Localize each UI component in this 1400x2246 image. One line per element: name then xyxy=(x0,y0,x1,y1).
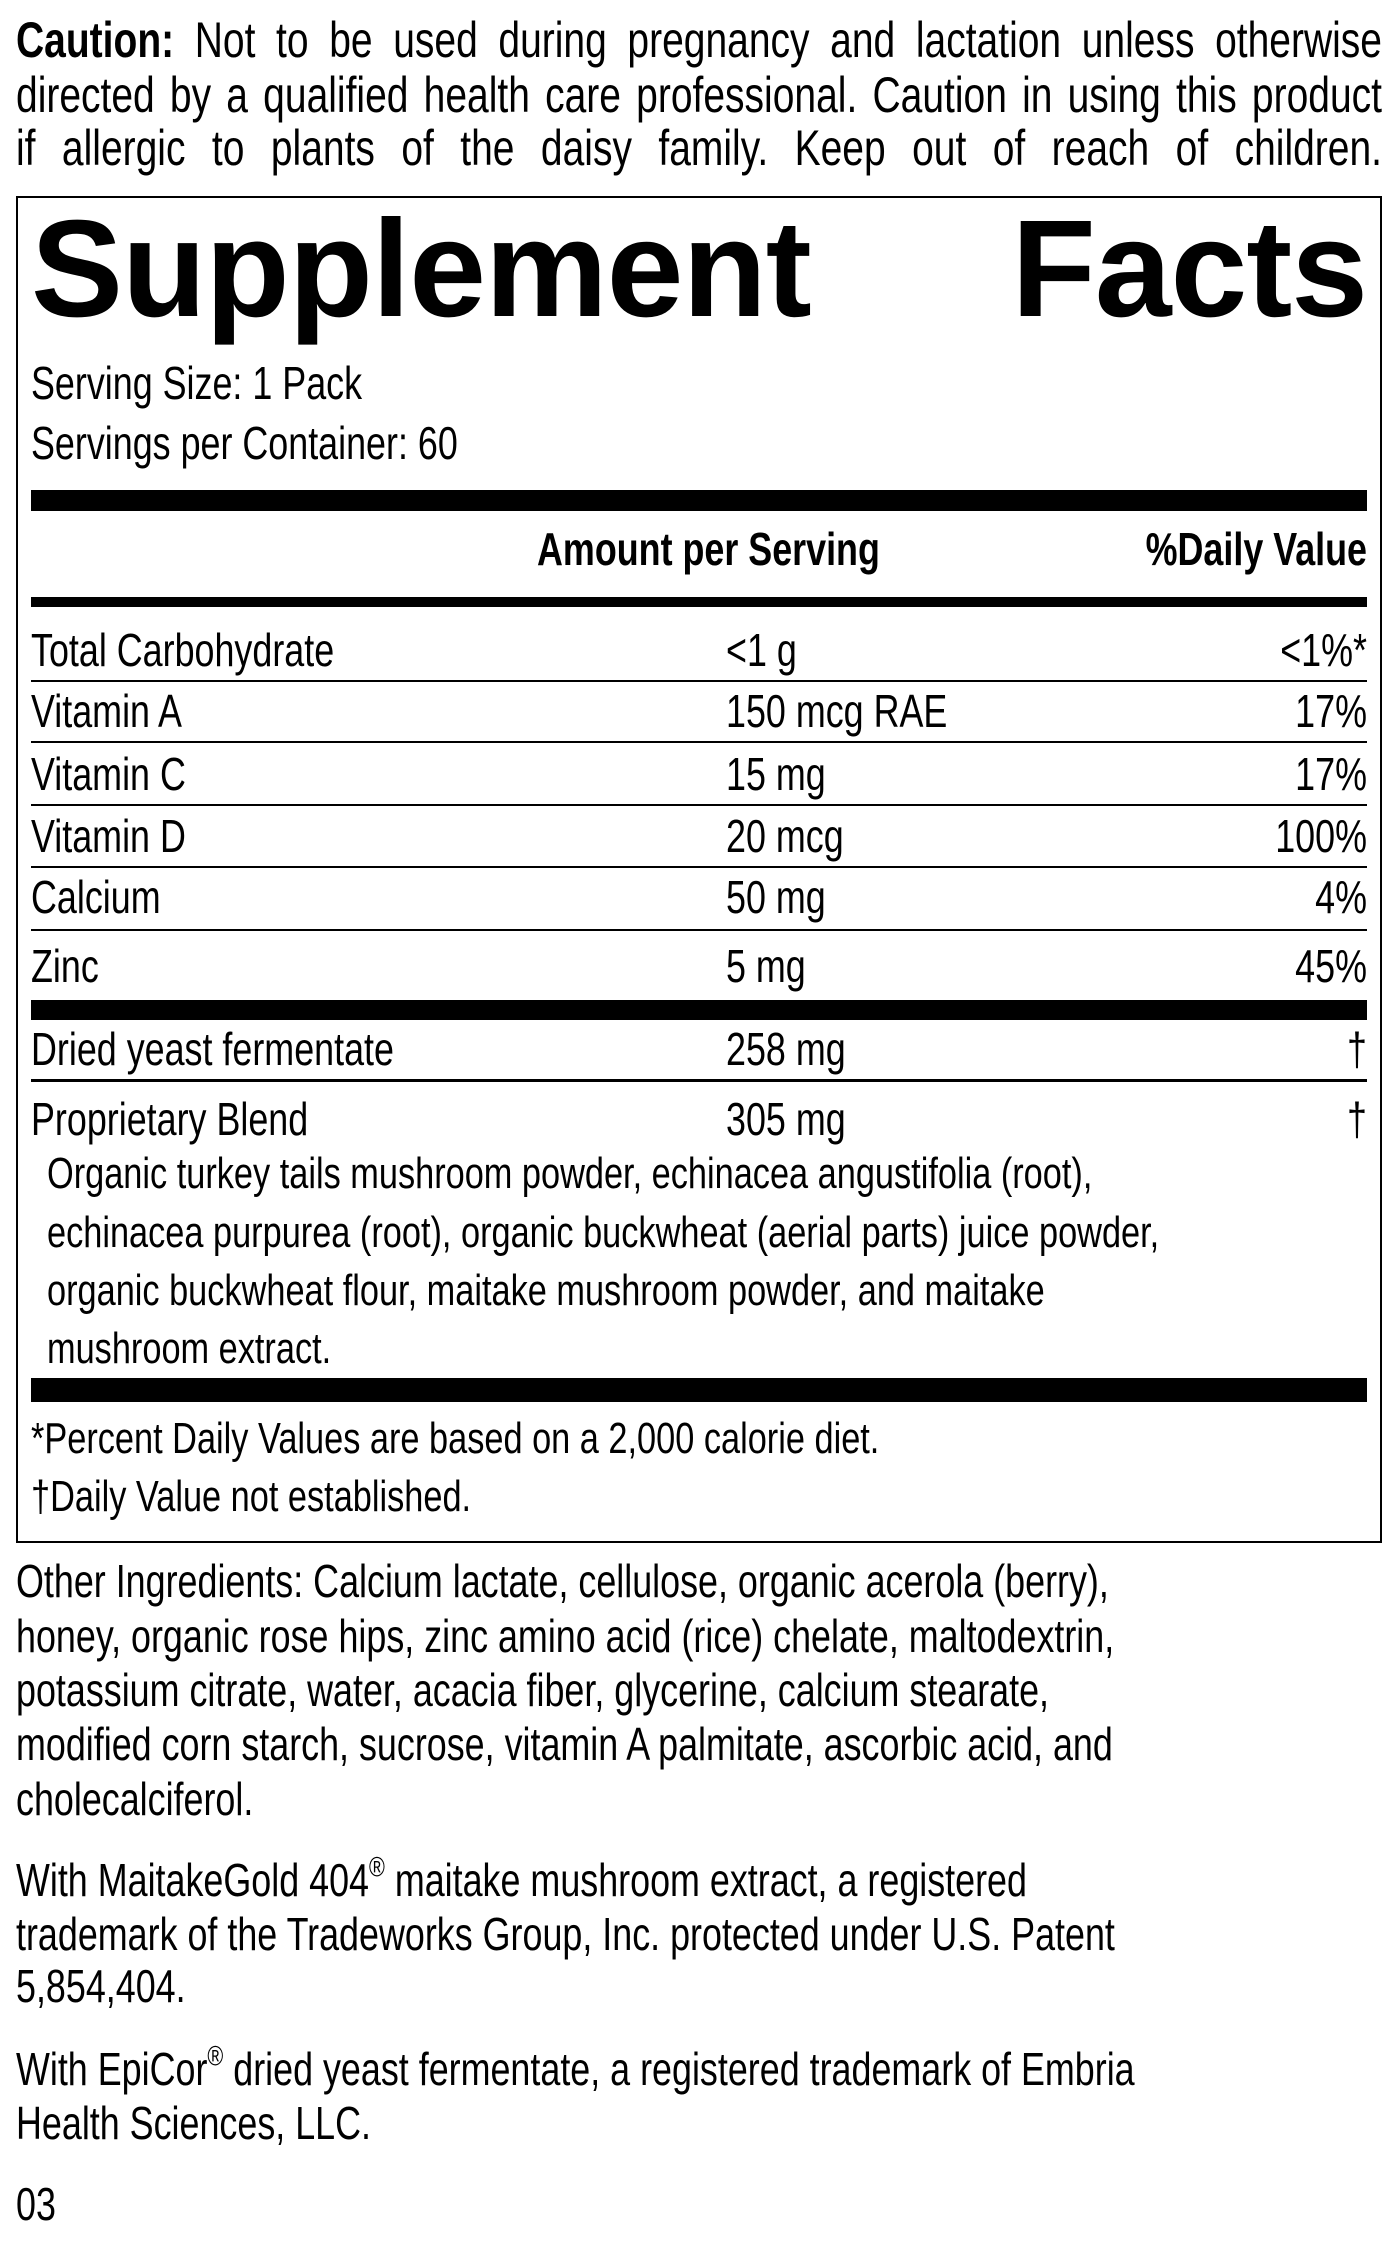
registered-mark: ® xyxy=(207,2040,224,2072)
title-right: Facts xyxy=(1011,192,1368,346)
maitake-trademark-line: With MaitakeGold 404® maitake mushroom e… xyxy=(16,1853,1382,1907)
registered-mark: ® xyxy=(368,1851,385,1883)
nutrient-amount: 50 mg xyxy=(726,871,826,923)
thick-divider xyxy=(31,1378,1367,1402)
nutrient-dv: 4% xyxy=(1315,871,1367,923)
thick-divider xyxy=(31,1000,1367,1020)
epicor-trademark-line: Health Sciences, LLC. xyxy=(16,2097,372,2149)
text: With MaitakeGold 404 xyxy=(16,1854,369,1906)
ingredient-name: Dried yeast fermentate xyxy=(31,1023,394,1075)
thick-divider xyxy=(31,597,1367,607)
nutrient-name: Vitamin A xyxy=(31,685,182,737)
caution-text: Not to be used during pregnancy and lact… xyxy=(174,12,1382,68)
label-code: 03 xyxy=(16,2178,56,2230)
ingredient-dv: † xyxy=(1347,1023,1367,1075)
nutrient-name: Vitamin D xyxy=(31,810,186,862)
other-ingredients-line: Other Ingredients: Calcium lactate, cell… xyxy=(16,1555,1109,1607)
nutrient-amount: 20 mcg xyxy=(726,810,844,862)
maitake-trademark-line: trademark of the Tradeworks Group, Inc. … xyxy=(16,1908,1115,1960)
nutrient-dv: 17% xyxy=(1295,748,1367,800)
caution-line: directed by a qualified health care prof… xyxy=(16,67,1382,123)
nutrient-dv: <1%* xyxy=(1280,624,1367,676)
supplement-facts-title: Supplement Facts xyxy=(31,192,1368,346)
nutrient-name: Calcium xyxy=(31,871,161,923)
blend-ingredients-line: echinacea purpurea (root), organic buckw… xyxy=(47,1208,1160,1257)
thin-divider xyxy=(31,866,1367,868)
other-ingredients-line: cholecalciferol. xyxy=(16,1773,254,1825)
nutrient-amount: 5 mg xyxy=(726,940,806,992)
other-ingredients-line: potassium citrate, water, acacia fiber, … xyxy=(16,1664,1050,1716)
nutrient-dv: 17% xyxy=(1295,685,1367,737)
serving-size: Serving Size: 1 Pack xyxy=(31,357,363,409)
supplement-facts-box xyxy=(16,196,1382,1543)
other-ingredients-line: honey, organic rose hips, zinc amino aci… xyxy=(16,1610,1115,1662)
thin-divider xyxy=(31,804,1367,806)
ingredient-amount: 258 mg xyxy=(726,1023,846,1075)
header-daily-value: %Daily Value xyxy=(1145,523,1367,575)
nutrient-amount: 150 mcg RAE xyxy=(726,685,948,737)
ingredient-amount: 305 mg xyxy=(726,1093,846,1145)
thin-divider xyxy=(31,741,1367,743)
nutrient-name: Vitamin C xyxy=(31,748,186,800)
other-ingredients-line: modified corn starch, sucrose, vitamin A… xyxy=(16,1718,1113,1770)
nutrient-name: Zinc xyxy=(31,940,99,992)
nutrient-dv: 100% xyxy=(1275,810,1367,862)
thin-divider xyxy=(31,680,1367,682)
blend-ingredients-line: Organic turkey tails mushroom powder, ec… xyxy=(47,1149,1093,1198)
title-left: Supplement xyxy=(31,192,812,346)
ingredient-dv: † xyxy=(1347,1093,1367,1145)
nutrient-dv: 45% xyxy=(1295,940,1367,992)
header-amount: Amount per Serving xyxy=(537,523,880,575)
nutrient-name: Total Carbohydrate xyxy=(31,624,335,676)
epicor-trademark-line: With EpiCor® dried yeast fermentate, a r… xyxy=(16,2042,1382,2096)
caution-line: if allergic to plants of the daisy famil… xyxy=(16,120,1382,176)
blend-ingredients-line: mushroom extract. xyxy=(47,1324,332,1373)
thick-divider xyxy=(31,490,1367,511)
caution-line: Caution: Not to be used during pregnancy… xyxy=(16,13,1382,67)
text: dried yeast fermentate, a registered tra… xyxy=(223,2043,1135,2095)
ingredient-name: Proprietary Blend xyxy=(31,1093,309,1145)
footnote-percent-dv: *Percent Daily Values are based on a 2,0… xyxy=(31,1414,880,1463)
thin-divider xyxy=(31,1079,1367,1082)
text: maitake mushroom extract, a registered xyxy=(384,1854,1027,1906)
nutrient-amount: <1 g xyxy=(726,624,797,676)
footnote-dv-not-established: †Daily Value not established. xyxy=(31,1472,472,1521)
servings-per-container: Servings per Container: 60 xyxy=(31,417,458,469)
blend-ingredients-line: organic buckwheat flour, maitake mushroo… xyxy=(47,1266,1045,1315)
text: With EpiCor xyxy=(16,2043,208,2095)
thin-divider xyxy=(31,929,1367,931)
nutrient-amount: 15 mg xyxy=(726,748,826,800)
maitake-trademark-line: 5,854,404. xyxy=(16,1960,186,2012)
caution-label: Caution: xyxy=(16,12,175,68)
